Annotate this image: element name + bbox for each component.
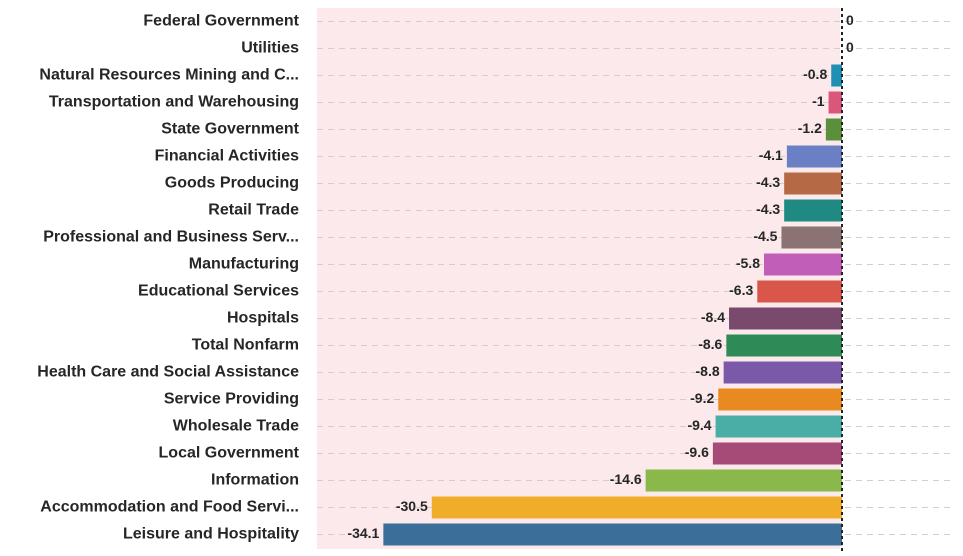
value-label: -9.4 <box>687 417 711 433</box>
value-label: -6.3 <box>729 282 753 298</box>
bar <box>757 280 842 303</box>
value-label: -5.8 <box>736 255 760 271</box>
category-label: Accommodation and Food Servi... <box>40 499 299 516</box>
category-label: Professional and Business Serv... <box>43 229 299 246</box>
value-label: -9.2 <box>690 390 714 406</box>
value-label: -34.1 <box>347 525 379 541</box>
category-label: Transportation and Warehousing <box>49 94 299 111</box>
bars <box>383 64 842 546</box>
plot-background <box>317 8 840 549</box>
category-label: State Government <box>161 121 299 138</box>
category-label: Hospitals <box>227 310 299 327</box>
value-labels: 0 0 -0.8 -1 -1.2 -4.1 -4.3 -4.3 -4.5 -5.8 -6.3-8.4… <box>347 12 854 541</box>
bar <box>383 523 842 546</box>
category-label: Financial Activities <box>155 148 299 165</box>
category-label: Wholesale Trade <box>173 418 299 435</box>
value-label: -4.3 <box>756 201 780 217</box>
category-label: Retail Trade <box>208 202 299 219</box>
category-labels: Federal Government Utilities Natural Resou… <box>37 13 299 543</box>
value-label: -4.3 <box>756 174 780 190</box>
category-label: Information <box>211 472 299 489</box>
bar <box>784 172 842 195</box>
bar <box>729 307 842 330</box>
bar <box>645 469 842 492</box>
category-label: Educational Services <box>138 283 299 300</box>
bar <box>726 334 842 357</box>
bar <box>718 388 842 411</box>
value-label: 0 <box>846 39 854 55</box>
value-label: -8.4 <box>701 309 725 325</box>
category-label: Utilities <box>241 40 299 57</box>
category-label: Total Nonfarm <box>192 337 299 354</box>
value-label: -9.6 <box>685 444 709 460</box>
bar <box>781 226 842 249</box>
value-label: -0.8 <box>803 66 827 82</box>
bar <box>786 145 842 168</box>
bar <box>831 64 842 87</box>
value-label: -4.5 <box>753 228 777 244</box>
bar <box>828 91 842 114</box>
bar <box>431 496 842 519</box>
bar <box>763 253 842 276</box>
category-label: Health Care and Social Assistance <box>37 364 299 381</box>
value-label: -1 <box>812 93 825 109</box>
value-label: -14.6 <box>610 471 642 487</box>
category-label: Federal Government <box>143 13 299 30</box>
bar <box>784 199 842 222</box>
value-label: -30.5 <box>396 498 428 514</box>
category-label: Natural Resources Mining and C... <box>39 67 299 84</box>
bar <box>715 415 842 438</box>
value-label: 0 <box>846 12 854 28</box>
bar <box>825 118 842 141</box>
category-label: Leisure and Hospitality <box>123 526 299 543</box>
value-label: -4.1 <box>759 147 783 163</box>
value-label: -1.2 <box>798 120 822 136</box>
category-label: Goods Producing <box>165 175 299 192</box>
category-label: Local Government <box>159 445 300 462</box>
value-label: -8.6 <box>698 336 722 352</box>
bar <box>712 442 842 465</box>
value-label: -8.8 <box>696 363 720 379</box>
category-label: Service Providing <box>164 391 299 408</box>
bar <box>723 361 842 384</box>
category-label: Manufacturing <box>189 256 299 273</box>
